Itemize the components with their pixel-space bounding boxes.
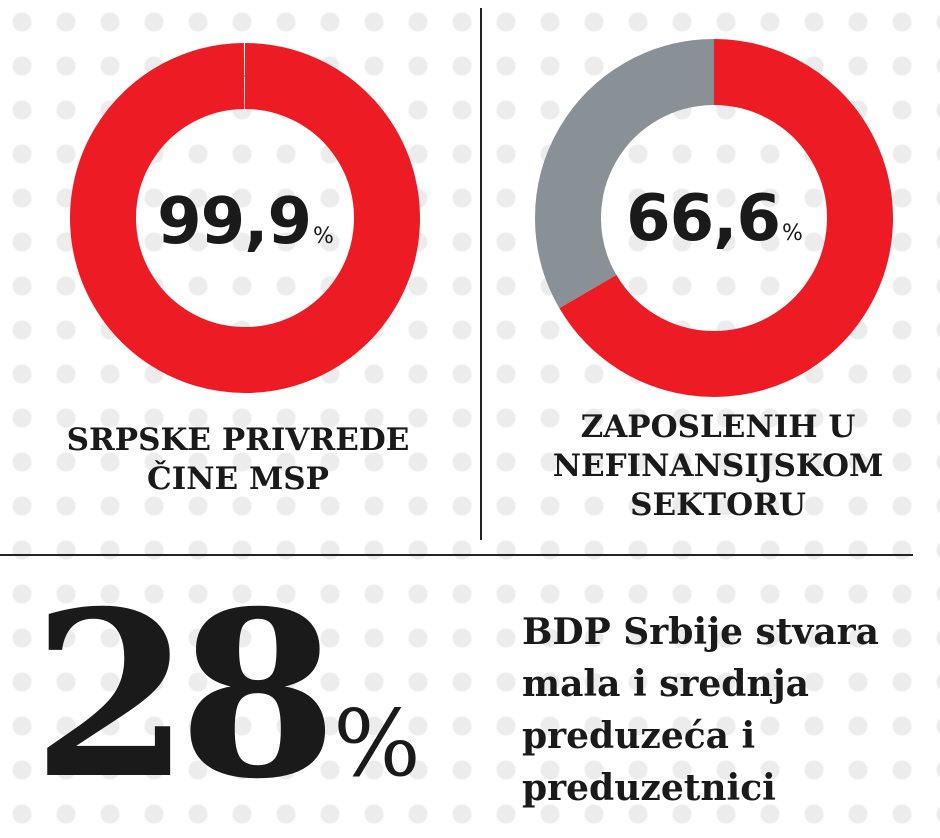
description-line: BDP Srbije stvara [522,611,879,653]
donut-value-number: 99,9 [157,185,312,259]
horizontal-divider [0,554,913,556]
donut-panel-smes-share: 99,9% SRPSKE PRIVREDE ČINE MSP [0,0,480,540]
gdp-share-unit: % [333,690,421,797]
donut-slice-1 [535,39,715,309]
caption-line: SRPSKE PRIVREDE [66,422,410,458]
description-line: preduzetnici [522,767,776,809]
vertical-divider [480,8,482,540]
donut-chart-employment-share [535,39,893,397]
donut-value-unit: % [782,221,803,246]
gdp-share-figure: 28% [32,560,421,830]
donut-slice-0 [559,39,893,397]
donut-panel-employment-share: 66,6% ZAPOSLENIH U NEFINANSIJSKOM SEKTOR… [482,0,940,540]
donut-slice-0 [70,43,420,393]
donut-caption-employment-share: ZAPOSLENIH U NEFINANSIJSKOM SEKTORU [553,408,884,525]
caption-line: NEFINANSIJSKOM [552,448,884,484]
gdp-share-number: 28 [32,561,337,829]
description-line: mala i srednja [522,663,809,705]
donut-value-employment-share: 66,6% [626,182,803,256]
donut-value-smes-share: 99,9% [157,185,334,259]
description-line: preduzeća i [522,715,756,757]
donut-value-number: 66,6 [626,182,781,256]
caption-line: ČINE MSP [147,461,329,497]
donut-caption-smes-share: SRPSKE PRIVREDE ČINE MSP [67,421,410,499]
gdp-share-description: BDP Srbije stvara mala i srednja preduze… [522,606,927,814]
donut-chart-smes-share [70,43,420,393]
caption-line: SEKTORU [630,487,806,523]
donut-value-unit: % [313,224,334,249]
caption-line: ZAPOSLENIH U [580,409,856,445]
